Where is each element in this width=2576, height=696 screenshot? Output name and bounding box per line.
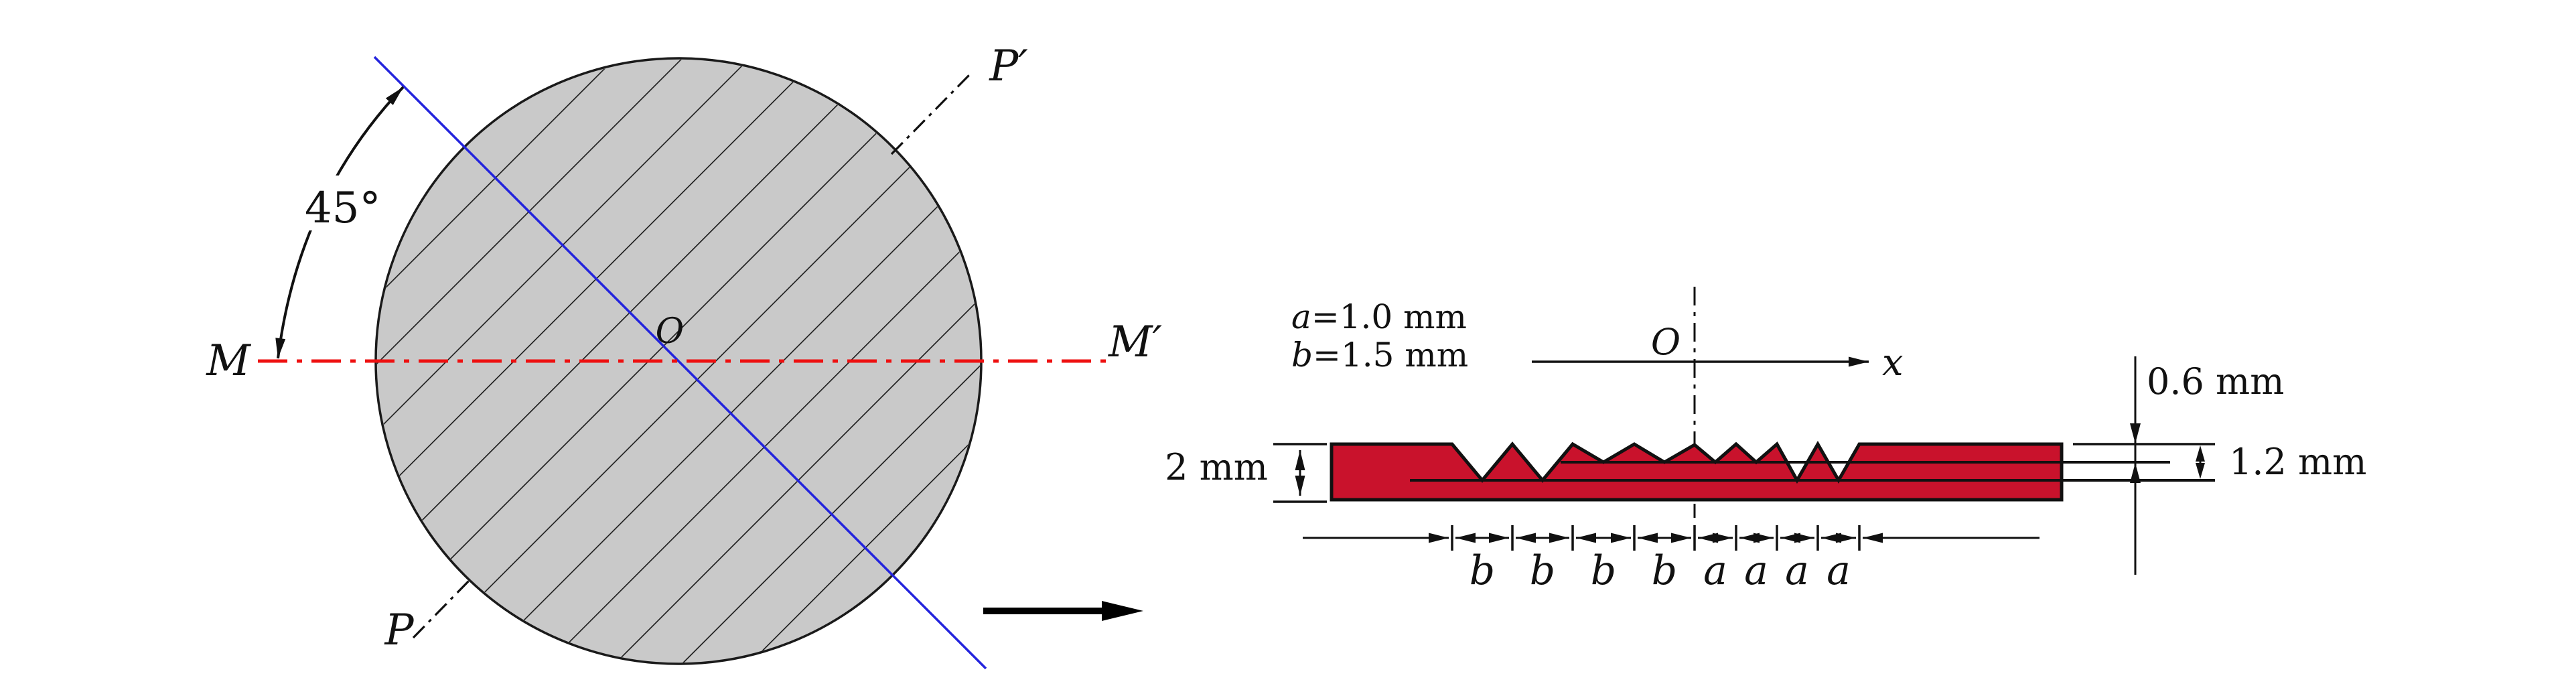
seg-label-b3: b — [1591, 547, 1616, 594]
angle-label: 45° — [305, 184, 380, 233]
p-axis-stub — [412, 576, 474, 639]
m-prime-label: M′ — [1108, 318, 1163, 367]
disk-center-label: O — [656, 311, 685, 352]
m-label: M — [206, 336, 251, 386]
seg-label-b2: b — [1530, 547, 1555, 594]
legend-b: b=1.5 mm — [1291, 336, 1468, 374]
seg-label-b4: b — [1652, 547, 1677, 594]
pitch-dimension-chain — [1303, 525, 2040, 551]
x-axis-label: x — [1882, 341, 1904, 385]
angle-label-mask — [299, 176, 376, 230]
thickness-label: 2 mm — [1165, 446, 1268, 488]
p-prime-label: P′ — [989, 42, 1028, 91]
large-depth-label: 1.2 mm — [2229, 441, 2366, 483]
seg-label-a4: a — [1827, 547, 1851, 594]
seg-label-a1: a — [1703, 547, 1727, 594]
pitch-labels: b b b b a a a a — [1470, 547, 1851, 594]
p-label: P — [384, 606, 414, 655]
grooved-plate — [1330, 440, 2064, 502]
origin-label: O — [1651, 321, 1680, 363]
plate-figure: a=1.0 mm b=1.5 mm x O 2 mm 0.6 mm — [1165, 287, 2366, 594]
legend-a: a=1.0 mm — [1291, 297, 1467, 336]
thickness-dimension: 2 mm — [1165, 443, 1327, 503]
seg-label-a2: a — [1744, 547, 1768, 594]
seg-label-b1: b — [1470, 547, 1495, 594]
motion-arrow — [983, 601, 1143, 621]
scan-line — [373, 56, 987, 670]
small-depth-label: 0.6 mm — [2147, 360, 2284, 403]
p-prime-axis-stub — [890, 72, 972, 155]
disk-figure: 45° M M′ P P′ O — [206, 42, 1163, 670]
seg-label-a3: a — [1785, 547, 1809, 594]
large-depth-dimension: 1.2 mm — [2196, 441, 2366, 483]
small-depth-dimension: 0.6 mm — [2073, 356, 2284, 575]
